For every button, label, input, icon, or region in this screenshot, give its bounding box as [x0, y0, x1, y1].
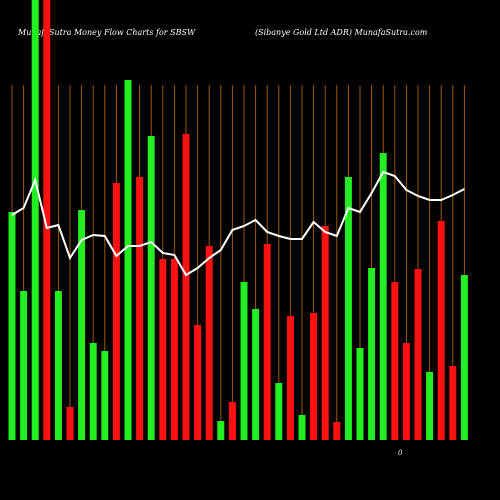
bar	[101, 351, 109, 440]
bar	[344, 177, 352, 440]
bar	[321, 226, 329, 440]
bar	[20, 291, 28, 440]
bar	[228, 402, 236, 440]
bar	[333, 422, 341, 440]
bar	[402, 343, 410, 440]
bar	[310, 313, 318, 440]
bar	[194, 325, 202, 440]
bar	[263, 244, 271, 440]
bar	[240, 282, 248, 440]
bar	[414, 269, 422, 440]
bar	[275, 383, 283, 440]
money-flow-line	[11, 170, 465, 277]
bar	[356, 348, 364, 440]
bar	[31, 0, 39, 440]
bar	[298, 415, 306, 440]
bar	[217, 421, 225, 440]
bar	[124, 80, 132, 440]
bar	[78, 210, 86, 440]
annotation: 0	[398, 449, 403, 457]
bar	[368, 268, 376, 440]
bar	[89, 343, 97, 440]
bar	[449, 366, 457, 440]
bar	[252, 309, 260, 440]
bar	[112, 183, 120, 440]
bar	[170, 259, 178, 440]
bar	[286, 316, 294, 440]
bar	[182, 134, 190, 440]
bar	[66, 407, 74, 440]
bar	[136, 177, 144, 440]
bar	[426, 372, 434, 440]
bar	[43, 0, 51, 440]
bar	[8, 212, 16, 440]
chart-subtitle: (Sibanye Gold Ltd ADR) MunafaSutra.com	[255, 28, 428, 37]
bar	[54, 291, 62, 440]
bar	[147, 136, 155, 440]
bar	[379, 153, 387, 440]
chart-title: MunafaSutra Money Flow Charts for SBSW	[17, 28, 196, 37]
bar	[391, 282, 399, 440]
bar	[205, 246, 213, 440]
bar	[460, 275, 468, 440]
bar	[159, 259, 167, 440]
bar	[437, 221, 445, 440]
